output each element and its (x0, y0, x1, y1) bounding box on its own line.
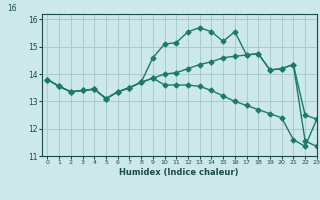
X-axis label: Humidex (Indice chaleur): Humidex (Indice chaleur) (119, 168, 239, 177)
Text: 16: 16 (7, 4, 17, 13)
